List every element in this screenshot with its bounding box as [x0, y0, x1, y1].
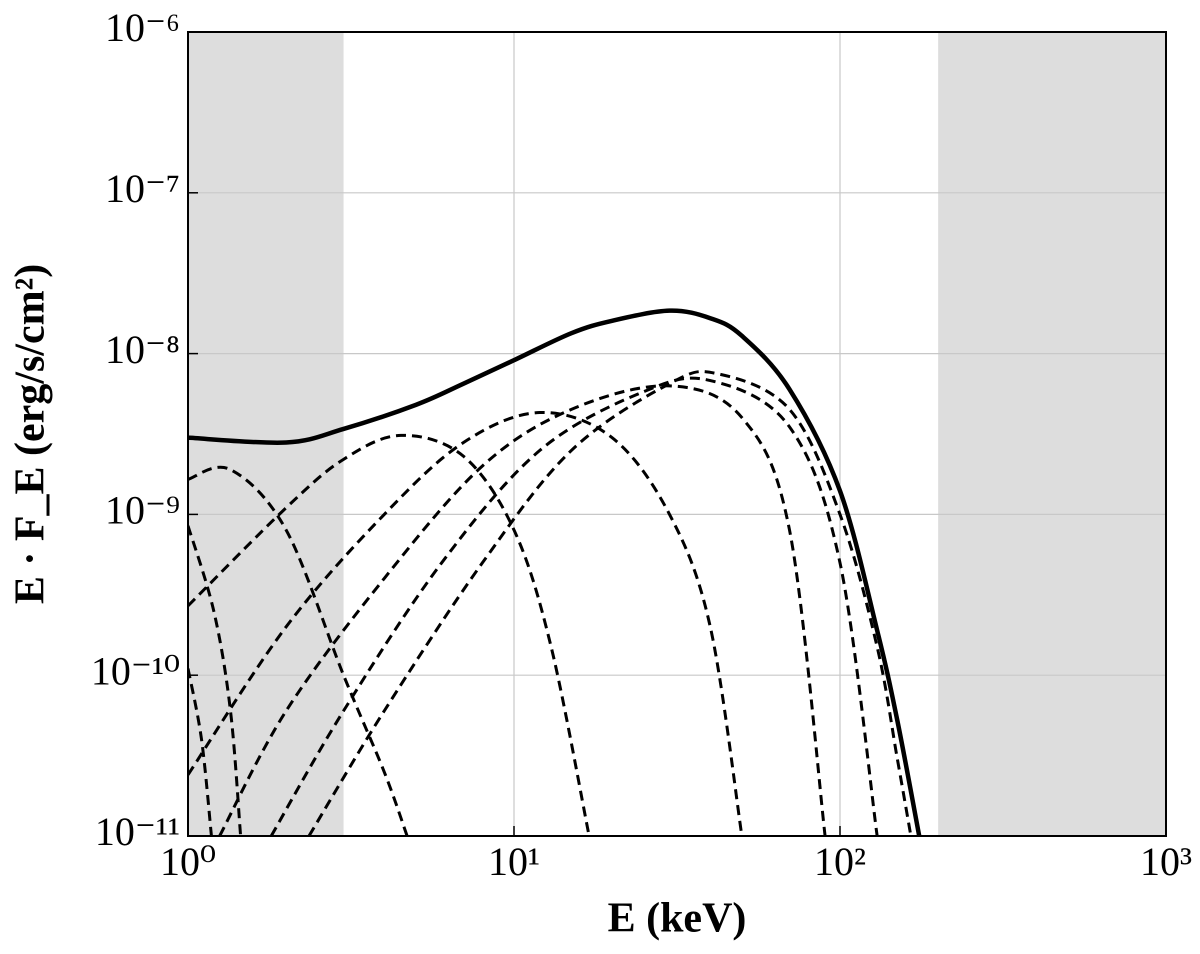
y-tick-label: 10⁻⁷	[105, 166, 180, 211]
x-tick-label: 10¹	[488, 839, 540, 884]
component-curve	[307, 370, 913, 836]
plot-area	[188, 308, 922, 836]
component-curve	[269, 376, 879, 836]
component-curve	[188, 411, 744, 836]
component-curve	[218, 384, 827, 836]
x-axis-title: E (keV)	[608, 896, 747, 942]
x-tick-label: 10³	[1140, 839, 1192, 884]
shaded-region	[188, 32, 344, 836]
total-curve	[188, 308, 922, 836]
plot-frame	[187, 31, 1167, 837]
y-tick-label: 10⁻¹⁰	[91, 648, 180, 693]
y-tick-label: 10⁻⁶	[105, 5, 180, 50]
component-curve	[188, 525, 243, 836]
x-tick-label: 10²	[814, 839, 866, 884]
shaded-region	[938, 32, 1166, 836]
y-tick-label: 10⁻¹¹	[95, 809, 180, 854]
x-tick-label: 10⁰	[160, 839, 216, 884]
y-tick-label: 10⁻⁹	[105, 488, 180, 533]
plot-background	[187, 31, 1167, 837]
y-axis-title: E · F_E (erg/s/cm²)	[8, 264, 54, 604]
y-tick-label: 10⁻⁸	[105, 327, 180, 372]
component-curve	[188, 465, 409, 836]
component-curve	[188, 668, 213, 836]
